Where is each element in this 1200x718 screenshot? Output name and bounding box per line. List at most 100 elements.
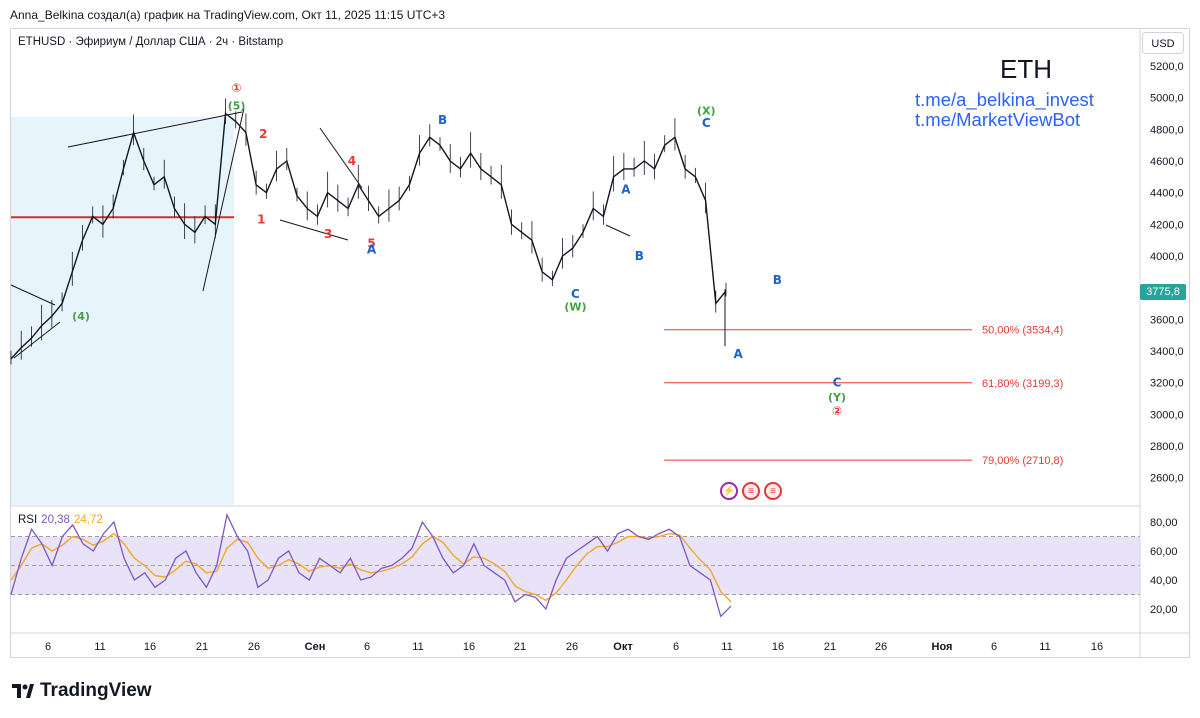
time-tick-label: 21	[196, 641, 208, 653]
currency-selector[interactable]: USD	[1142, 32, 1184, 54]
trend-lines	[10, 107, 631, 359]
chart-frame	[10, 28, 1190, 658]
wave-label: C	[702, 116, 711, 130]
fib-label: 79,00% (2710,8)	[982, 455, 1063, 467]
wave-label: 2	[259, 127, 267, 141]
wave-label: B	[438, 113, 447, 127]
tradingview-brand[interactable]: TradingView	[12, 680, 152, 702]
fib-levels: 50,00% (3534,4) 61,80% (3199,3) 79,00% (27…	[664, 325, 1063, 467]
wave-label: ①	[231, 81, 241, 95]
price-tick-label: 2800,0	[1150, 441, 1184, 453]
time-tick-label: 16	[144, 641, 156, 653]
rsi-line	[10, 512, 732, 618]
time-tick-label: 16	[463, 641, 475, 653]
price-tick-label: 3200,0	[1150, 378, 1184, 390]
price-tick-label: 4600,0	[1150, 156, 1184, 168]
wave-label: C	[833, 376, 842, 390]
time-tick-label: 6	[673, 641, 679, 653]
highlight-zone	[11, 117, 234, 505]
time-tick-label: 11	[412, 641, 423, 653]
price-axis: 5200,0 5000,0 4800,0 4600,0 4400,0 4200,0 4000…	[1150, 61, 1184, 485]
tradingview-logo-icon	[12, 684, 34, 698]
time-tick-label: 11	[721, 641, 732, 653]
wave-label: B	[635, 249, 644, 263]
rsi-band	[11, 536, 1140, 595]
wave-label: ②	[832, 404, 842, 418]
price-tick-label: 2600,0	[1150, 473, 1184, 485]
wave-label: (4)	[72, 310, 90, 323]
wave-label: 4	[348, 154, 356, 168]
price-tick-label: 4000,0	[1150, 251, 1184, 263]
time-tick-label: 16	[1091, 641, 1103, 653]
lightning-icon[interactable]: ⚡	[720, 482, 738, 500]
annotation-links: t.me/a_belkina_invest t.me/MarketViewBot	[915, 90, 1094, 130]
trend-line	[319, 127, 363, 189]
trend-line	[10, 284, 56, 306]
rsi-axis: 80,00 60,00 40,00 20,00	[1150, 517, 1178, 616]
time-tick-label: 21	[514, 641, 526, 653]
wave-label: (W)	[564, 301, 586, 314]
wave-label: 3	[324, 227, 332, 241]
rsi-tick-label: 20,00	[1150, 604, 1178, 616]
wave-label: C	[571, 287, 580, 301]
chart-caption: Anna_Belkina создал(а) график на Trading…	[10, 8, 446, 22]
price-tick-label: 5000,0	[1150, 93, 1184, 105]
brand-name: TradingView	[40, 680, 152, 701]
rsi-legend[interactable]: RSI 20,38 24,72	[18, 514, 103, 526]
trend-line	[67, 111, 243, 148]
trend-line	[13, 321, 61, 359]
rsi-tick-label: 40,00	[1150, 575, 1178, 587]
rsi-value: 20,38	[41, 514, 70, 526]
price-tick-label: 5200,0	[1150, 61, 1184, 73]
fib-label: 61,80% (3199,3)	[982, 378, 1063, 390]
us-flag-icon[interactable]: ≡	[742, 482, 760, 500]
time-axis: 6 11 16 21 26 Сен 6 11 16 21 26 Окт 6 11 16 21 26 Ноя 6 11 1…	[45, 641, 1103, 653]
link-telegram-channel[interactable]: t.me/a_belkina_invest	[915, 89, 1094, 110]
rsi-ma-value: 24,72	[73, 514, 103, 526]
rsi-tick-label: 80,00	[1150, 517, 1178, 529]
time-tick-label: 26	[248, 641, 260, 653]
link-telegram-bot[interactable]: t.me/MarketViewBot	[915, 109, 1081, 130]
price-tick-label: 3600,0	[1150, 314, 1184, 326]
price-tick-label: 4200,0	[1150, 219, 1184, 231]
time-tick-label: Окт	[613, 641, 633, 653]
wave-label: 1	[257, 213, 265, 227]
price-tick-label: 3400,0	[1150, 346, 1184, 358]
price-series	[10, 98, 727, 365]
time-tick-label: 11	[94, 641, 105, 653]
wave-label: A	[621, 183, 631, 197]
time-tick-label: 6	[45, 641, 51, 653]
wave-label: A	[367, 243, 377, 257]
rsi-name: RSI	[18, 514, 38, 526]
wave-label: (X)	[697, 104, 716, 117]
us-flag-icon[interactable]: ≡	[764, 482, 782, 500]
wave-label: (Y)	[828, 391, 846, 404]
trend-line	[202, 107, 245, 292]
wave-label: B	[773, 273, 782, 287]
time-tick-label: 16	[772, 641, 784, 653]
wave-label: 5	[367, 236, 375, 250]
time-tick-label: Ноя	[932, 641, 953, 653]
symbol-info[interactable]: ETHUSD · Эфириум / Доллар США · 2ч · Bit…	[18, 36, 284, 48]
annotation-title: ETH	[1000, 54, 1052, 84]
wave-label: A	[734, 347, 744, 361]
trend-line	[605, 224, 631, 237]
rsi-series	[10, 512, 732, 618]
price-tick-label: 4400,0	[1150, 188, 1184, 200]
time-tick-label: 6	[364, 641, 370, 653]
last-price-tag: 3775,8	[1140, 284, 1186, 300]
rsi-tick-label: 60,00	[1150, 546, 1178, 558]
time-tick-label: 26	[566, 641, 578, 653]
fib-label: 50,00% (3534,4)	[982, 325, 1063, 337]
price-tick-label: 3000,0	[1150, 409, 1184, 421]
event-markers: ⚡ ≡ ≡	[720, 482, 782, 500]
time-tick-label: Сен	[305, 641, 326, 653]
price-tick-label: 4800,0	[1150, 124, 1184, 136]
wave-label: (5)	[228, 100, 246, 113]
trend-line	[279, 219, 349, 241]
time-tick-label: 21	[824, 641, 836, 653]
time-tick-label: 11	[1039, 641, 1050, 653]
time-tick-label: 6	[991, 641, 997, 653]
